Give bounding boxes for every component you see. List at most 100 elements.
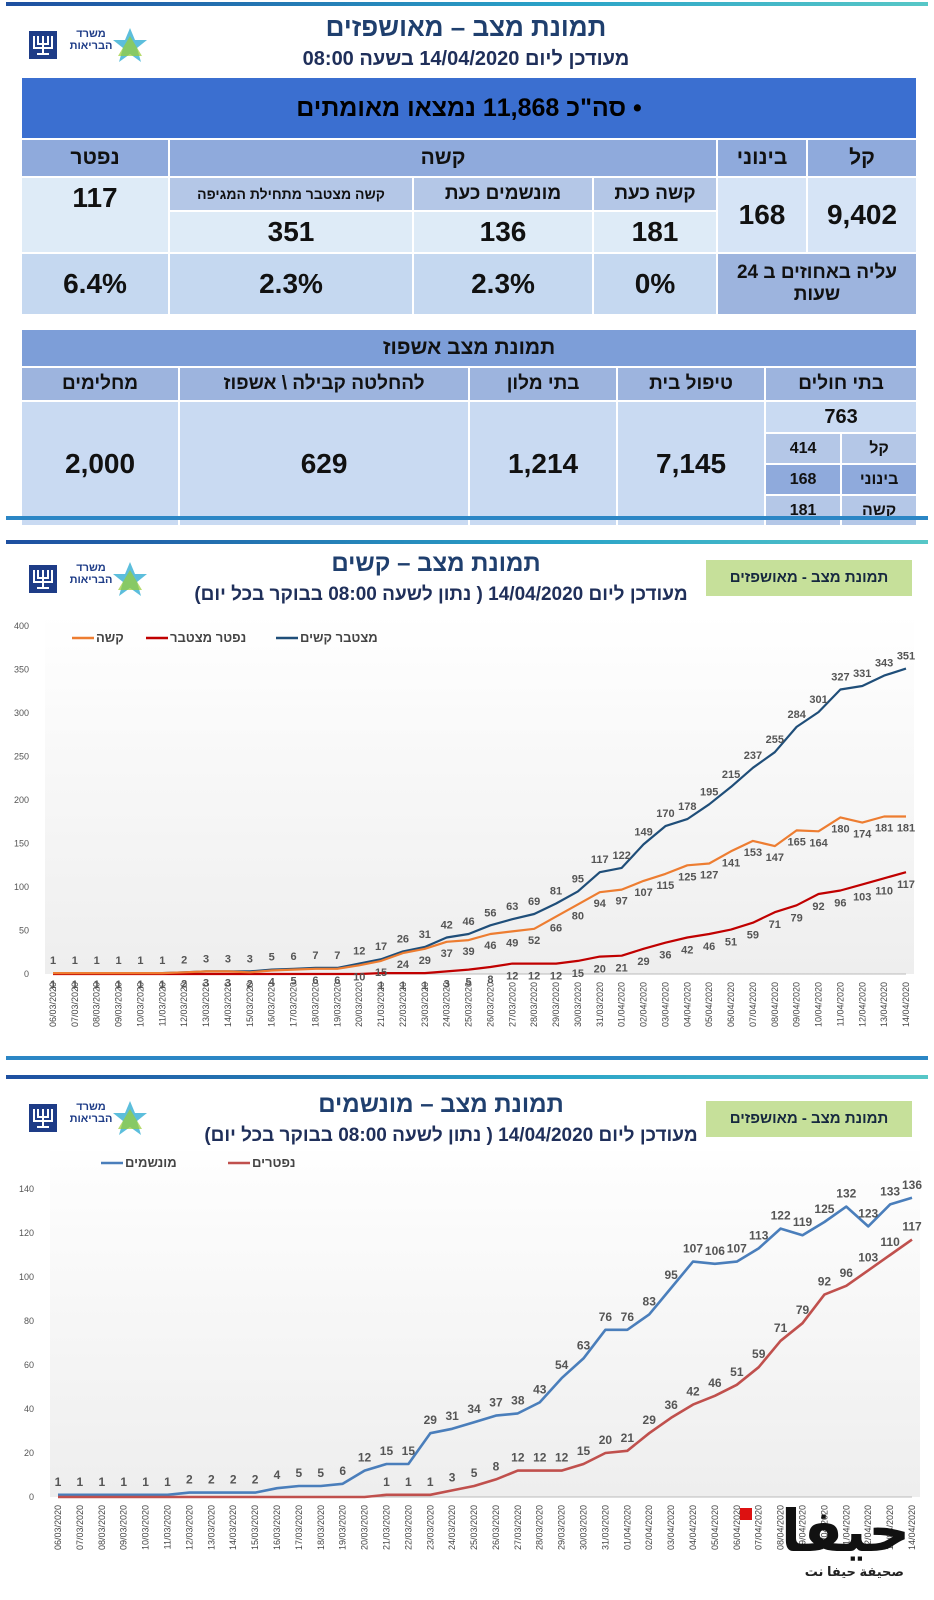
ventilated-title: תמונת מצב – מונשמים [318,1091,564,1118]
ministry-logo: משרד הבריאות [28,1097,147,1141]
series-line-1 [53,871,907,976]
data-label: 96 [840,1266,854,1280]
legend-label: קשה [96,630,124,645]
x-tick-label: 23/03/2020 [420,982,430,1027]
data-label: 2 [230,1473,237,1487]
data-label: 1 [77,1475,84,1489]
watermark-brand: حيفا [781,1499,910,1564]
ventilated-panel: משרד הבריאות תמונת מצב – מונשמים מעודכן … [6,1075,928,1597]
x-tick-label: 19/03/2020 [332,982,342,1027]
data-label: 1 [383,1475,390,1489]
header-recovered: מחלימים [19,366,181,402]
x-tick-label: 08/03/2020 [92,982,102,1027]
x-tick-label: 11/04/2020 [835,982,845,1026]
value-hospitals: 763 [764,400,919,434]
x-tick-label: 10/04/2020 [814,982,824,1027]
legend-label: נפטר מצטבר [170,630,246,645]
x-tick-label: 09/04/2020 [792,982,802,1027]
x-tick-label: 20/03/2020 [354,982,364,1027]
data-label: 17 [375,941,387,953]
data-label: 1 [72,979,78,991]
data-label: 164 [809,837,828,849]
data-label: 127 [700,870,718,882]
data-label: 39 [462,946,474,958]
data-label: 4 [269,977,276,989]
x-tick-label: 14/04/2020 [901,982,911,1027]
x-tick-label: 28/03/2020 [529,982,539,1027]
y-tick-label: 100 [14,882,29,892]
data-label: 8 [487,974,493,986]
x-tick-label: 16/03/2020 [267,982,277,1027]
severe-chart: 0 50 100 150 200 250 300 350 400 06/03/2020 07/03/… [14,616,915,1027]
x-tick-label: 29/03/2020 [551,982,561,1027]
data-label: 10 [353,971,365,983]
data-label: 15 [572,968,584,980]
data-label: 8 [493,1459,500,1473]
data-label: 38 [511,1393,525,1407]
header-severe: קשה [168,138,719,178]
data-label: 5 [466,977,472,989]
panel-top-line [6,2,928,6]
data-label: 95 [572,873,584,885]
data-label: 15 [577,1444,591,1458]
logo-text: משרד הבריאות [69,562,113,586]
logo-text: משרד הבריאות [69,1101,113,1125]
data-label: 92 [818,1275,832,1289]
data-label: 5 [317,1466,324,1480]
x-tick-label: 09/03/2020 [119,1505,129,1550]
data-label: 180 [831,823,849,835]
series-line-1 [58,1238,913,1499]
x-tick-label: 17/03/2020 [294,1505,304,1550]
data-label: 153 [744,847,762,859]
data-label: 63 [577,1338,591,1352]
star-icon [113,1101,147,1135]
data-label: 3 [449,1470,456,1484]
x-tick-label: 27/03/2020 [513,1505,523,1550]
total-confirmed-banner: • סה"כ 11,868 נמצאו מאומתים [19,76,919,140]
data-label: 29 [643,1413,657,1427]
data-label: 59 [747,930,759,942]
value-ventilated-now: 136 [412,210,595,254]
data-label: 106 [705,1244,725,1258]
y-tick-label: 400 [14,621,29,631]
y-tick-label: 60 [24,1360,34,1370]
x-tick-label: 15/03/2020 [250,1505,260,1550]
value-awaiting: 629 [178,400,471,527]
data-label: 132 [836,1187,856,1201]
x-tick-label: 24/03/2020 [447,1505,457,1550]
data-label: 37 [489,1396,503,1410]
data-label: 125 [814,1202,834,1216]
data-label: 1 [159,979,165,991]
y-tick-label: 80 [24,1316,34,1326]
data-label: 52 [528,935,540,947]
y-tick-label: 0 [24,969,29,979]
header-moderate: בינוני [716,138,809,178]
value-mild: 9,402 [806,176,919,254]
data-label: 49 [506,937,518,949]
data-label: 69 [528,896,540,908]
data-label: 1 [72,955,78,967]
x-tick-label: 03/04/2020 [660,982,670,1027]
data-label: 5 [296,1466,303,1480]
x-tick-label: 08/03/2020 [97,1505,107,1550]
data-label: 42 [686,1385,700,1399]
x-tick-label: 13/04/2020 [885,1505,895,1550]
data-label: 107 [683,1242,703,1256]
data-label: 103 [853,891,871,903]
y-tick-label: 0 [29,1492,34,1502]
data-label: 83 [643,1294,657,1308]
y-tick-label: 100 [19,1272,34,1282]
data-label: 110 [880,1235,900,1249]
x-tick-label: 25/03/2020 [469,1505,479,1550]
data-label: 2 [181,954,187,966]
data-label: 110 [875,885,893,897]
data-label: 29 [637,956,649,968]
summary-title: תמונת מצב – מאושפזים [325,12,607,42]
data-label: 12 [506,971,518,983]
data-label: 1 [159,955,165,967]
data-label: 1 [427,1475,434,1489]
data-label: 21 [616,963,628,975]
data-label: 76 [599,1310,613,1324]
data-label: 46 [484,940,496,952]
x-tick-label: 26/03/2020 [485,982,495,1027]
